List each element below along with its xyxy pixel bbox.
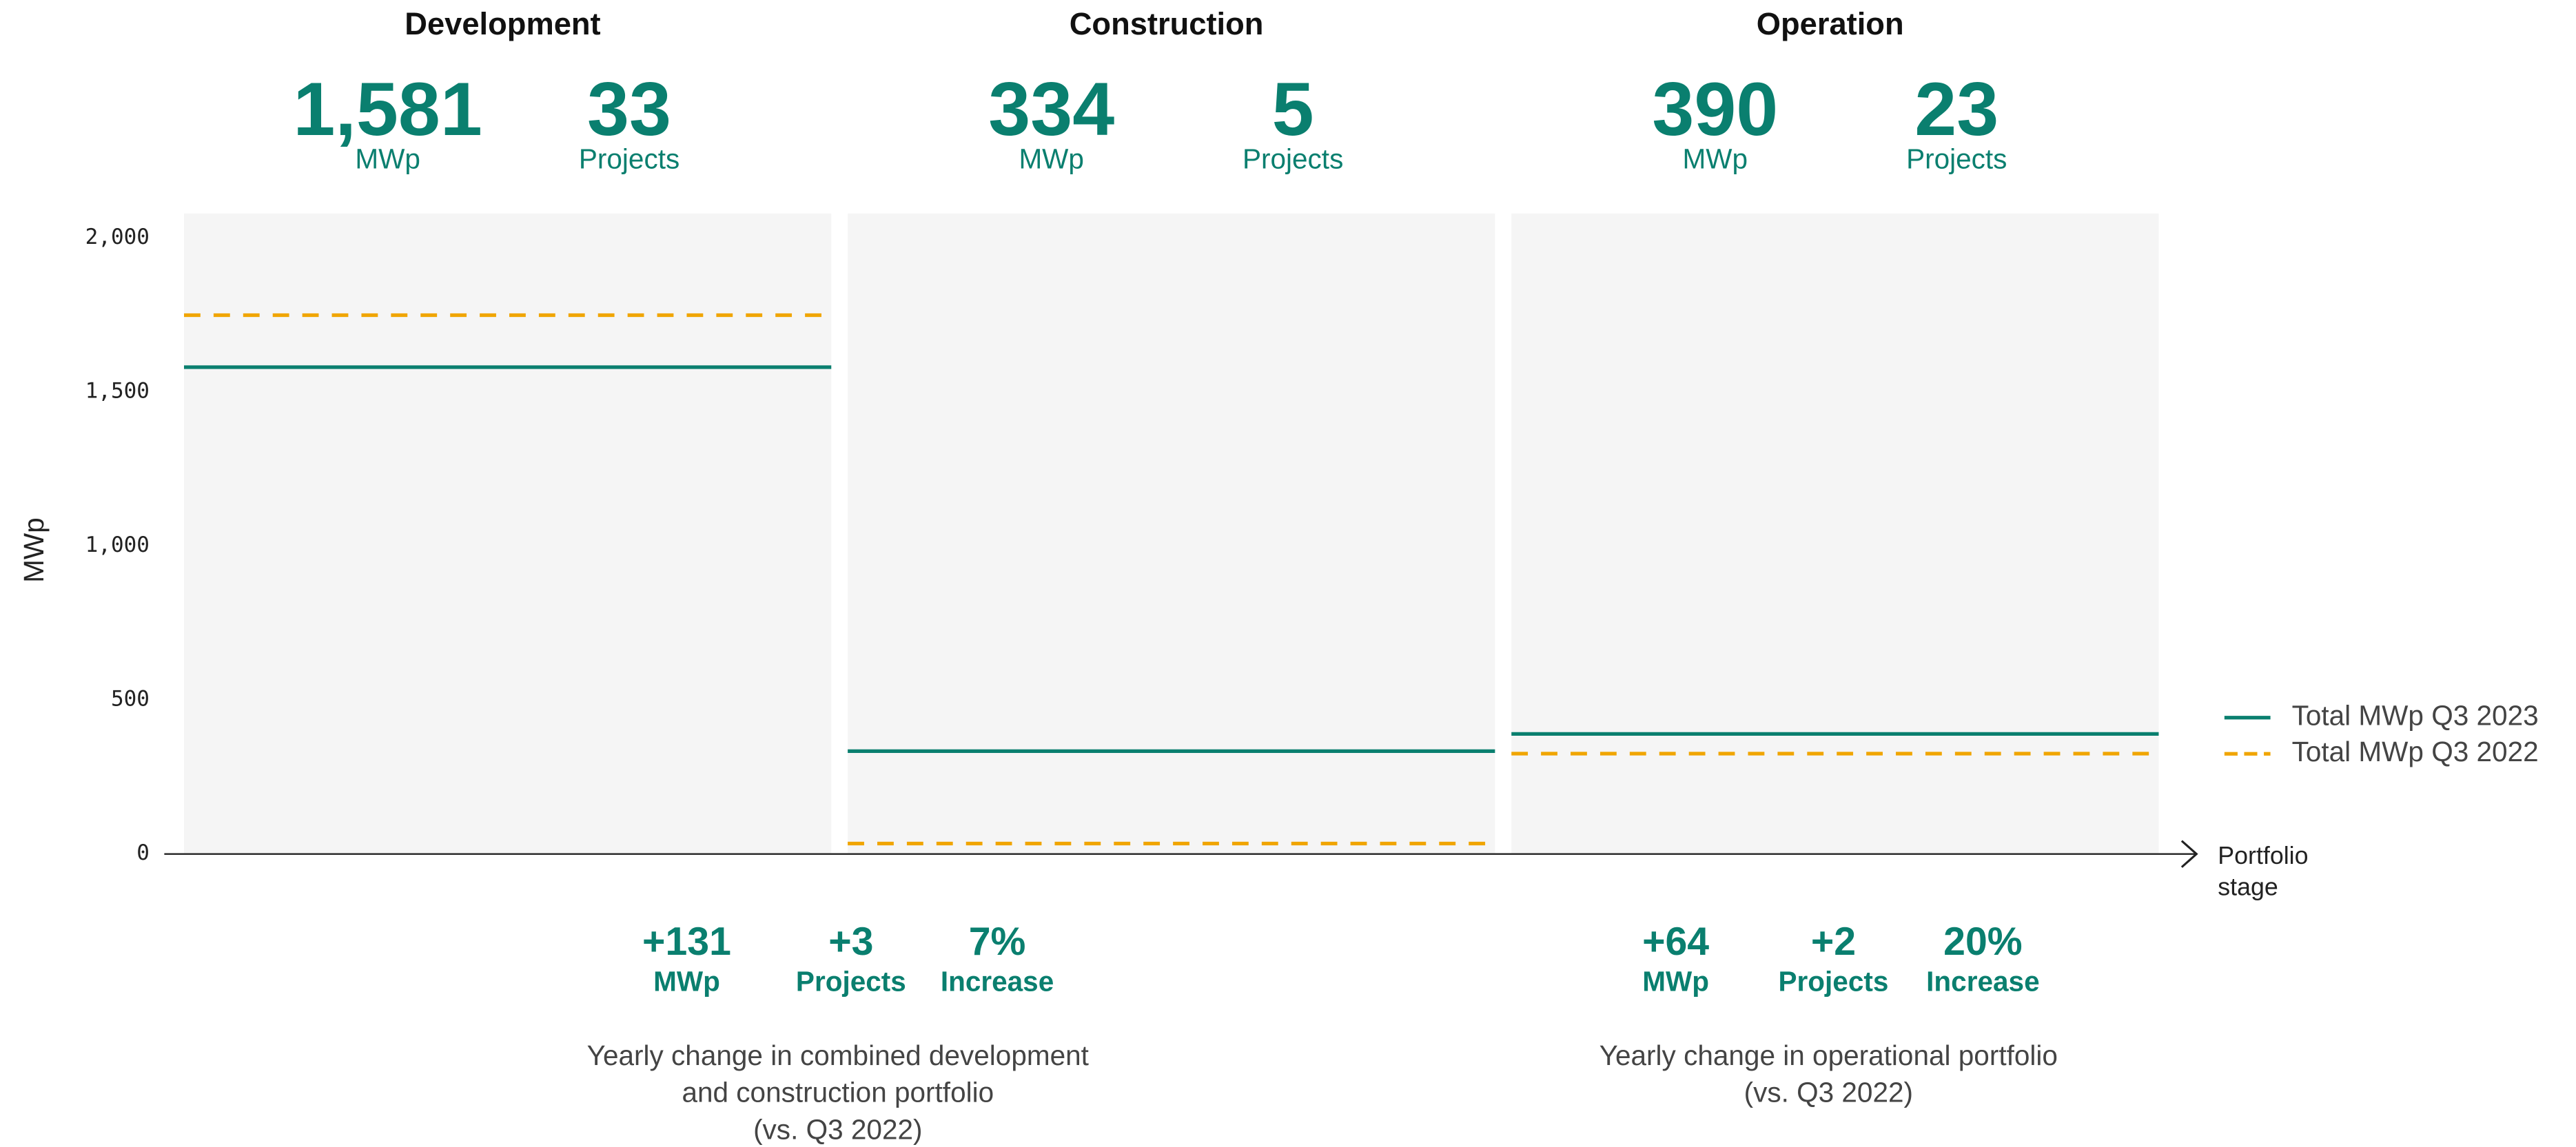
panel-background — [1511, 213, 2159, 854]
category-title: Construction — [1070, 6, 1264, 41]
change-value: +64 — [1642, 920, 1709, 964]
legend-label: Total MWp Q3 2023 — [2292, 700, 2539, 732]
kpi-projects-unit: Projects — [1243, 143, 1343, 174]
legend-label: Total MWp Q3 2022 — [2292, 736, 2539, 767]
y-axis-label: MWp — [18, 517, 50, 583]
x-axis-arrow — [2180, 840, 2198, 868]
change-unit: MWp — [1642, 966, 1709, 998]
category-title: Operation — [1757, 6, 1904, 41]
y-tick-label: 1,000 — [85, 533, 150, 557]
kpi-mwp: 334 — [988, 68, 1114, 152]
change-value: +2 — [1811, 920, 1856, 964]
change-caption: Yearly change in operational portfolio — [1599, 1040, 2058, 1071]
change-caption: and construction portfolio — [682, 1077, 994, 1108]
change-value: +3 — [828, 920, 873, 964]
kpi-projects: 33 — [587, 68, 671, 152]
change-unit: Increase — [941, 966, 1054, 998]
y-tick-label: 0 — [136, 840, 150, 865]
change-unit: Projects — [796, 966, 906, 998]
change-unit: Increase — [1926, 966, 2039, 998]
change-unit: Projects — [1779, 966, 1889, 998]
panel-background — [848, 213, 1495, 854]
category-title: Development — [405, 6, 600, 41]
x-axis-label: Portfolio stage — [2218, 842, 2309, 902]
change-unit: MWp — [653, 966, 720, 998]
kpi-mwp-unit: MWp — [1683, 143, 1748, 174]
kpi-projects-unit: Projects — [579, 143, 679, 174]
kpi-mwp: 390 — [1652, 68, 1778, 152]
change-caption: (vs. Q3 2022) — [1744, 1077, 1913, 1108]
y-tick-label: 2,000 — [85, 225, 150, 249]
change-value: +131 — [642, 920, 731, 964]
kpi-mwp-unit: MWp — [355, 143, 420, 174]
y-tick-label: 500 — [111, 687, 150, 712]
change-caption: Yearly change in combined development — [587, 1040, 1089, 1071]
panel-background — [184, 213, 832, 854]
change-value: 7% — [969, 920, 1026, 964]
kpi-mwp-unit: MWp — [1019, 143, 1084, 174]
change-caption: (vs. Q3 2022) — [753, 1113, 922, 1145]
kpi-projects-unit: Projects — [1906, 143, 2007, 174]
change-value: 20% — [1943, 920, 2022, 964]
x-axis-label-box: Portfolio stage — [2218, 842, 2309, 902]
kpi-mwp: 1,581 — [293, 68, 482, 152]
y-tick-label: 1,500 — [85, 379, 150, 404]
kpi-projects: 23 — [1914, 68, 1999, 152]
kpi-projects: 5 — [1272, 68, 1314, 152]
